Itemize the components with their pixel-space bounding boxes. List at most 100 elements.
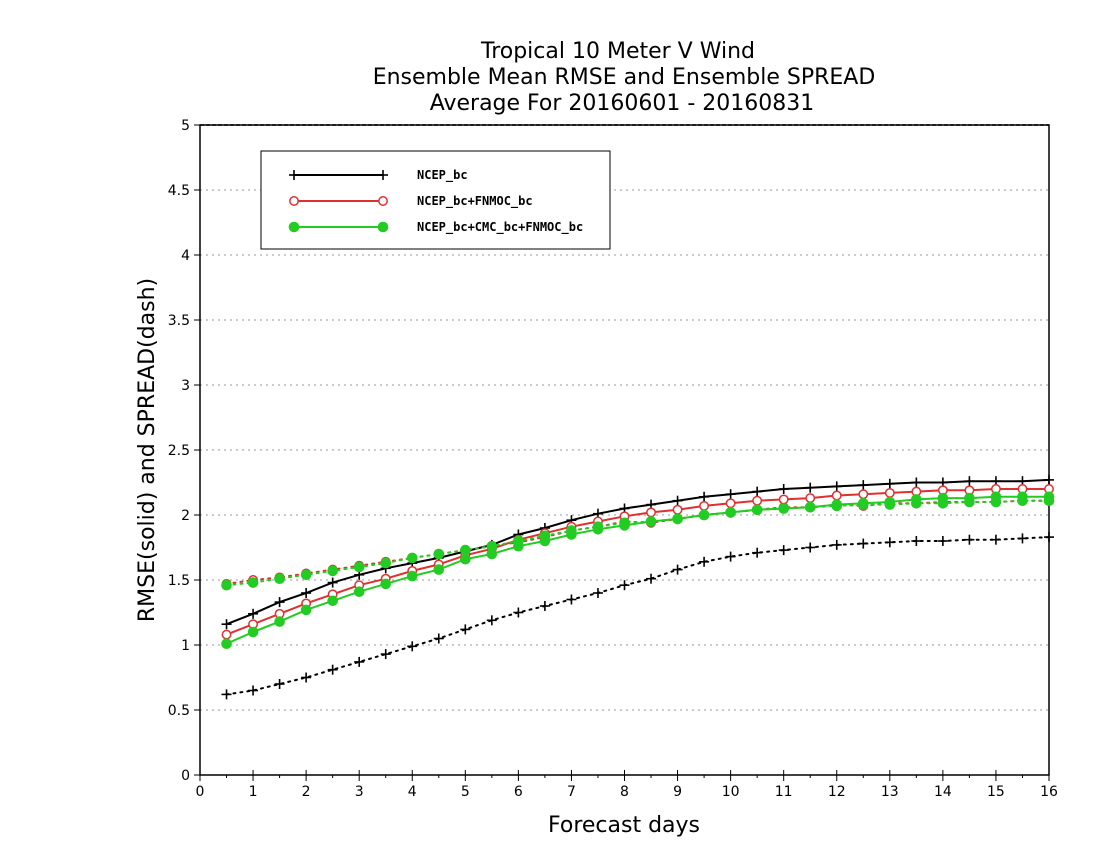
x-tick-label: 2 xyxy=(302,784,311,800)
title-line-3: Average For 20160601 - 20160831 xyxy=(430,91,815,116)
spread-point xyxy=(353,561,365,573)
spread-point xyxy=(460,544,471,556)
x-tick-label: 8 xyxy=(620,784,629,800)
legend-label: NCEP_bc+CMC_bc+FNMOC_bc xyxy=(417,220,583,235)
rmse-point xyxy=(301,588,312,598)
rmse-point xyxy=(1043,491,1055,503)
rmse-point xyxy=(672,504,683,515)
legend-item: NCEP_bc xyxy=(289,168,468,183)
y-tick-label: 5 xyxy=(181,118,190,134)
rmse-point xyxy=(725,507,736,518)
spread-point xyxy=(778,545,789,556)
rmse-point xyxy=(1044,474,1054,485)
rmse-point xyxy=(300,604,312,616)
legend-marker xyxy=(289,170,299,180)
spread-point xyxy=(725,551,736,562)
x-tick-label: 11 xyxy=(775,784,793,800)
spread-point xyxy=(566,594,577,605)
rmse-line xyxy=(226,488,1049,636)
spread-point xyxy=(433,633,444,644)
x-axis: 0 1 2 3 4 5 6 7 8 9 10 11 12 13 14 15 16 xyxy=(196,770,1058,800)
x-tick-label: 0 xyxy=(196,784,205,800)
y-tick-label: 0 xyxy=(181,768,190,784)
x-tick-label: 6 xyxy=(514,784,523,800)
y-axis-title: RMSE(solid) and SPREAD(dash) xyxy=(135,278,160,622)
rmse-point xyxy=(805,493,816,504)
rmse-point xyxy=(857,498,869,509)
rmse-point xyxy=(778,503,789,514)
x-tick-label: 5 xyxy=(461,784,470,800)
spread-point xyxy=(380,557,392,569)
x-tick-label: 16 xyxy=(1040,784,1058,800)
rmse-point xyxy=(805,482,816,493)
rmse-point xyxy=(858,480,869,491)
rmse-point xyxy=(248,608,259,619)
rmse-point xyxy=(804,501,816,513)
x-tick-label: 14 xyxy=(934,784,952,800)
spread-point xyxy=(646,573,657,584)
spread-point xyxy=(327,664,338,675)
spread-point xyxy=(513,607,524,618)
spread-point xyxy=(300,569,312,581)
rmse-line xyxy=(226,478,1050,626)
rmse-point xyxy=(911,494,922,505)
spread-point xyxy=(433,548,445,560)
x-tick-label: 1 xyxy=(249,784,258,800)
y-tick-label: 3 xyxy=(181,378,190,394)
rmse-point xyxy=(699,491,710,502)
x-tick-label: 7 xyxy=(567,784,576,800)
spread-point xyxy=(247,577,259,588)
spread-point xyxy=(221,579,232,591)
rmse-point xyxy=(778,494,789,505)
series-0 xyxy=(221,474,1054,700)
rmse-point xyxy=(752,486,763,497)
spread-point xyxy=(964,534,975,545)
rmse-point xyxy=(858,489,869,500)
rmse-point xyxy=(327,595,338,607)
spread-point xyxy=(460,624,471,635)
title-line-2: Ensemble Mean RMSE and Ensemble SPREAD xyxy=(373,65,876,90)
x-tick-label: 12 xyxy=(828,784,846,800)
rmse-point xyxy=(619,520,630,531)
legend-marker xyxy=(378,170,388,180)
rmse-point xyxy=(327,577,338,588)
y-tick-label: 0.5 xyxy=(168,703,190,719)
rmse-point xyxy=(911,477,922,488)
rmse-point xyxy=(247,626,259,638)
rmse-point xyxy=(433,564,445,575)
spread-point xyxy=(592,588,603,598)
spread-point xyxy=(406,552,418,564)
rmse-point xyxy=(406,570,418,582)
rmse-point xyxy=(221,629,232,640)
x-tick-label: 10 xyxy=(722,784,740,800)
rmse-point xyxy=(778,484,789,494)
legend-label: NCEP_bc+FNMOC_bc xyxy=(417,194,533,209)
y-tick-label: 3.5 xyxy=(168,313,190,329)
rmse-point xyxy=(353,586,365,598)
spread-point xyxy=(990,534,1001,545)
rmse-point xyxy=(274,597,285,608)
spread-point xyxy=(248,685,259,696)
x-tick-label: 15 xyxy=(987,784,1005,800)
rmse-point xyxy=(221,638,232,650)
rmse-point xyxy=(699,500,710,511)
rmse-point xyxy=(486,548,498,560)
rmse-point xyxy=(725,489,736,500)
spread-point xyxy=(672,564,683,575)
spread-point xyxy=(539,601,550,611)
legend-marker xyxy=(288,221,300,233)
rmse-point xyxy=(566,529,577,540)
rmse-point xyxy=(884,478,895,489)
rmse-point xyxy=(221,619,232,630)
rmse-point xyxy=(725,498,736,509)
rmse-point xyxy=(380,578,392,590)
x-tick-label: 3 xyxy=(355,784,364,800)
rmse-point xyxy=(884,496,896,508)
rmse-point xyxy=(698,509,710,521)
spread-point xyxy=(1017,533,1028,544)
rmse-point xyxy=(752,495,763,506)
rmse-point xyxy=(964,492,975,504)
spread-line xyxy=(225,499,1050,585)
series-1 xyxy=(221,484,1054,640)
